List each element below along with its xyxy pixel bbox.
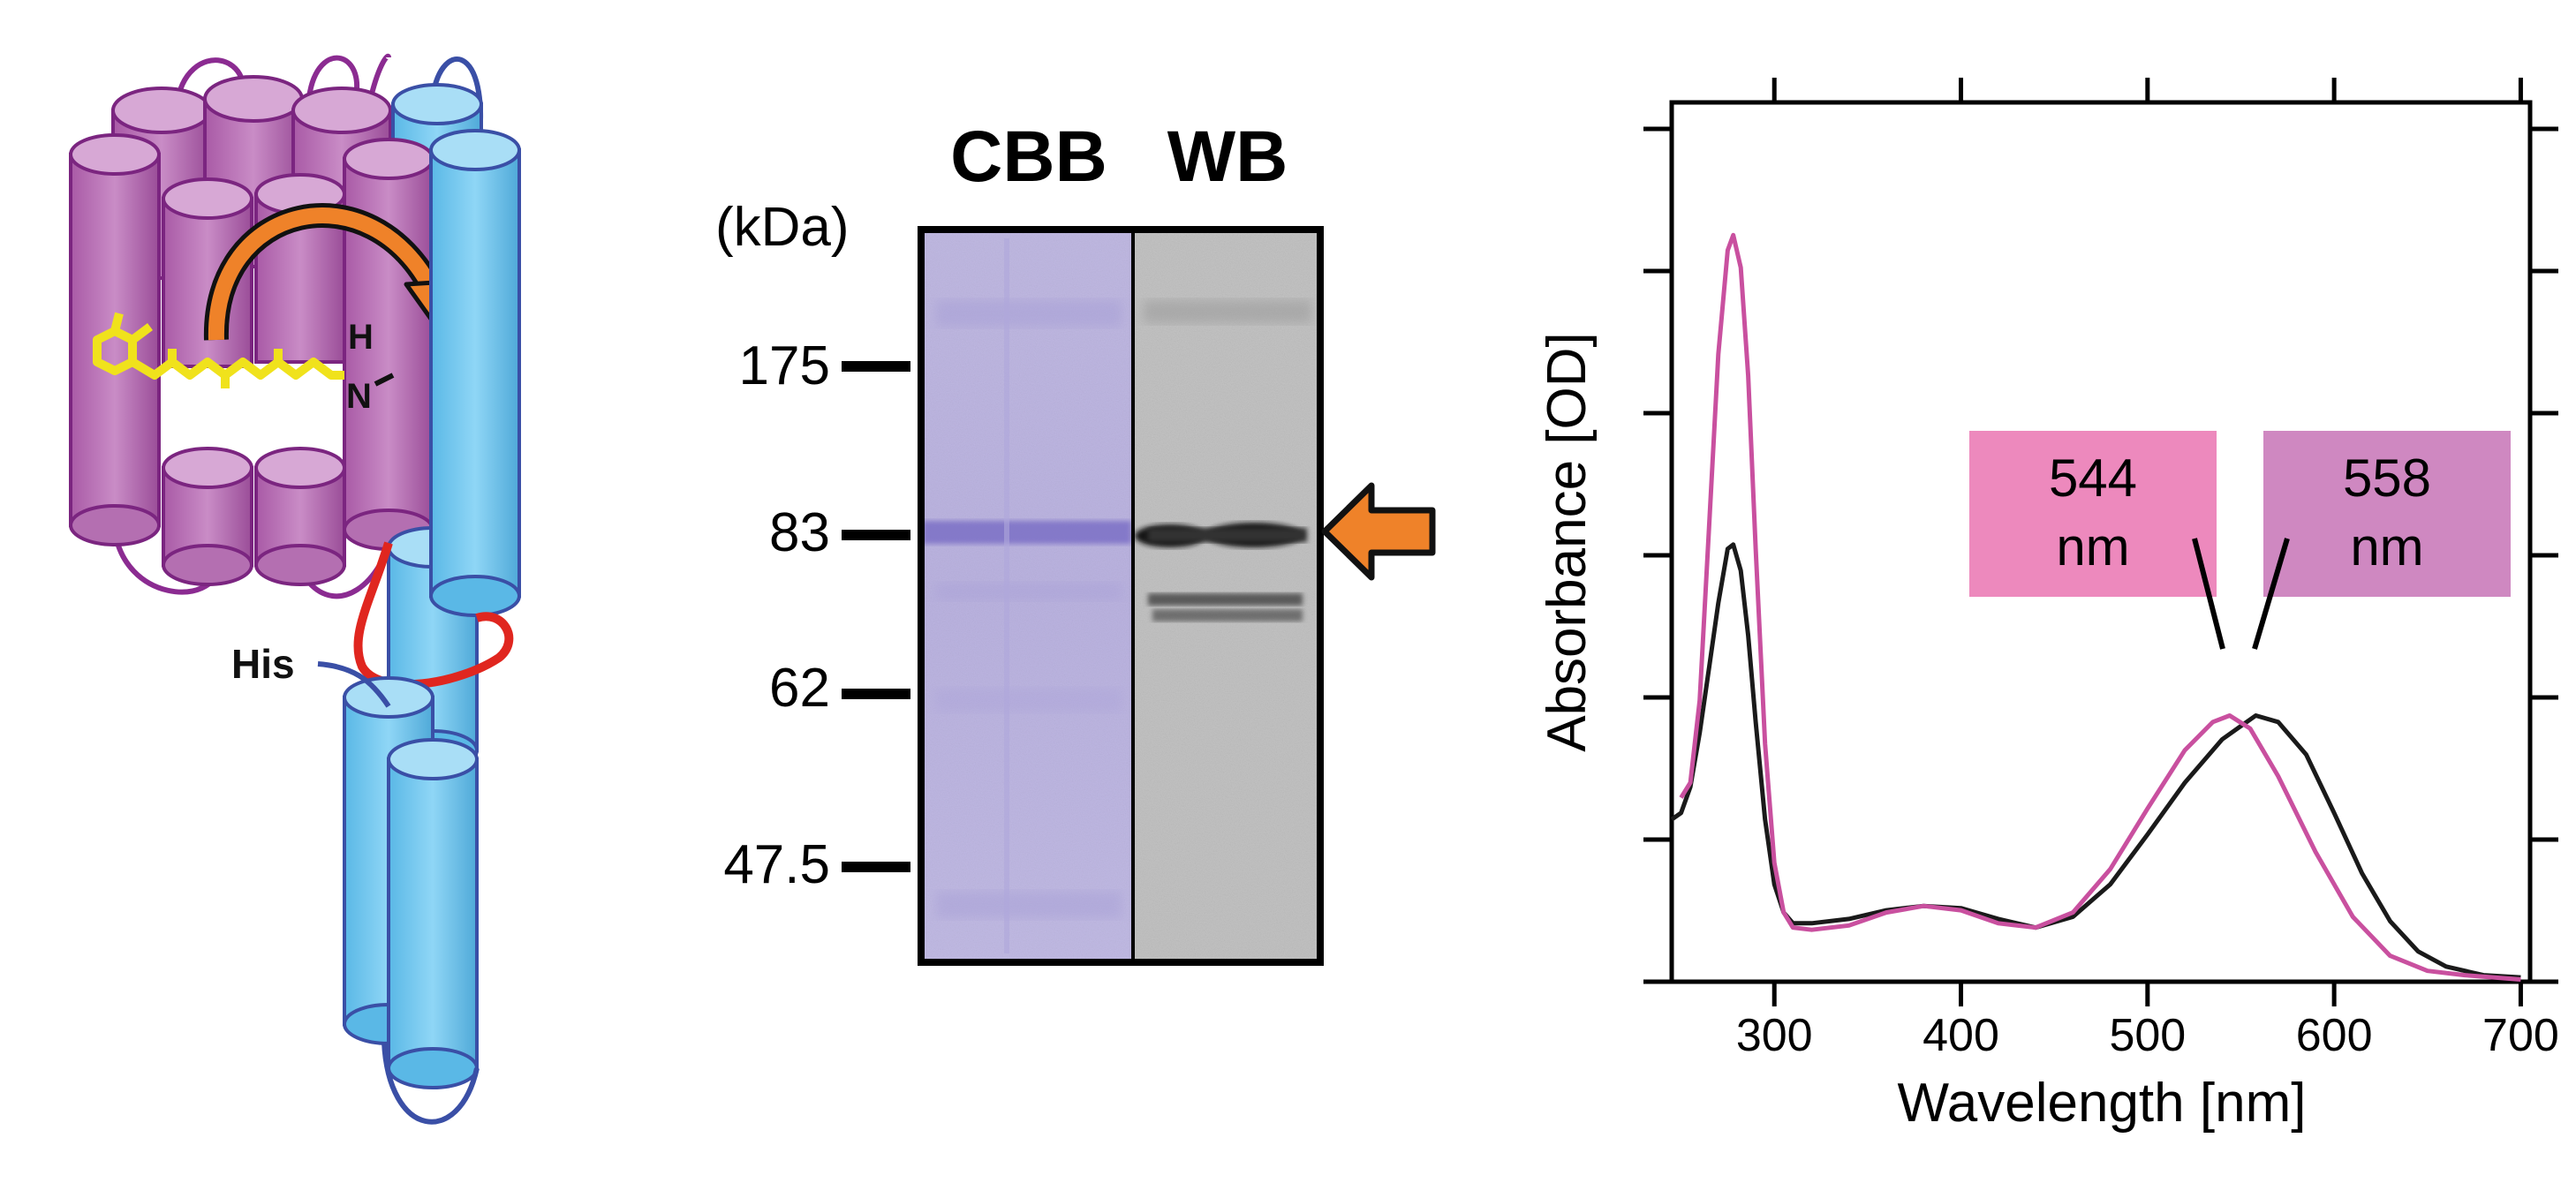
x-tick-label: 700 bbox=[2482, 1010, 2559, 1061]
protein-schematic: H N H bbox=[69, 53, 521, 1125]
plot-frame bbox=[1669, 100, 2533, 984]
peak-label-box bbox=[1969, 431, 2217, 597]
peak-label-558: 558 nm bbox=[2252, 431, 2511, 650]
his-tag-connector bbox=[317, 661, 391, 708]
peak-label-unit: nm bbox=[2056, 517, 2129, 576]
lane-label-cbb: CBB bbox=[950, 117, 1107, 197]
x-tick-label: 400 bbox=[1923, 1010, 1999, 1061]
hydrogen-label: H bbox=[348, 318, 374, 357]
kda-unit-label: (kDa) bbox=[715, 197, 850, 258]
gel-panel: CBB WB (kDa) 175 bbox=[715, 117, 1436, 966]
spectrum-line bbox=[1679, 232, 2521, 982]
spectrum-line bbox=[1670, 542, 2521, 980]
x-axis: 300 400 500 600 700 bbox=[1736, 78, 2559, 1061]
nitrogen-label: N bbox=[346, 377, 372, 416]
y-axis-label: Absorbance [OD] bbox=[1537, 332, 1598, 752]
blue-helix-tall-front bbox=[429, 129, 521, 617]
absorbance-chart: 300 400 500 600 700 Wavelength [nm] Absorban… bbox=[1537, 78, 2559, 1134]
marker-tick bbox=[842, 862, 910, 872]
purple-helix-front-left bbox=[69, 133, 161, 546]
marker-label: 62 bbox=[769, 658, 830, 719]
x-axis-label: Wavelength [nm] bbox=[1898, 1073, 2307, 1134]
x-tick-label: 600 bbox=[2296, 1010, 2373, 1061]
peak-leader-line bbox=[2252, 538, 2290, 650]
gel-frame bbox=[918, 226, 1324, 966]
marker-tick bbox=[842, 361, 910, 372]
marker-tick bbox=[842, 530, 910, 540]
marker-175: 175 bbox=[739, 335, 910, 396]
x-tick-label: 300 bbox=[1736, 1010, 1813, 1061]
loop-bottom-blue bbox=[381, 1041, 480, 1125]
spectra-series bbox=[1670, 232, 2521, 982]
purple-helix-front-mid-2 bbox=[254, 173, 346, 364]
marker-label: 83 bbox=[769, 502, 830, 563]
marker-47-5: 47.5 bbox=[723, 834, 910, 895]
y-ticks-right bbox=[2530, 126, 2558, 984]
marker-label: 175 bbox=[739, 335, 830, 396]
marker-83: 83 bbox=[769, 502, 910, 563]
wb-lane bbox=[1133, 230, 1320, 962]
marker-label: 47.5 bbox=[723, 834, 830, 895]
blue-helix-lower-right bbox=[387, 738, 479, 1089]
marker-tick bbox=[842, 689, 910, 699]
peak-label-544: 544 nm bbox=[1969, 431, 2225, 650]
peak-label-box bbox=[2263, 431, 2511, 597]
purple-helix-low-1 bbox=[162, 447, 253, 586]
peak-label-value: 558 bbox=[2343, 448, 2431, 508]
his-tag-label: His bbox=[231, 641, 295, 687]
schiff-base-bond bbox=[374, 373, 395, 387]
peak-leader-line bbox=[2192, 538, 2225, 650]
loop-top-purple-3 bbox=[368, 53, 391, 98]
marker-62: 62 bbox=[769, 658, 910, 719]
peak-label-value: 544 bbox=[2049, 448, 2137, 508]
y-ticks-left bbox=[1643, 126, 1672, 984]
x-tick-label: 500 bbox=[2109, 1010, 2186, 1061]
cbb-lane bbox=[921, 230, 1133, 962]
orange-left-arrow-icon bbox=[1321, 482, 1436, 581]
retinal-chromophore bbox=[93, 312, 344, 388]
purple-helix-low-2 bbox=[254, 447, 346, 586]
lane-label-wb: WB bbox=[1167, 117, 1288, 197]
peak-label-unit: nm bbox=[2350, 517, 2423, 576]
